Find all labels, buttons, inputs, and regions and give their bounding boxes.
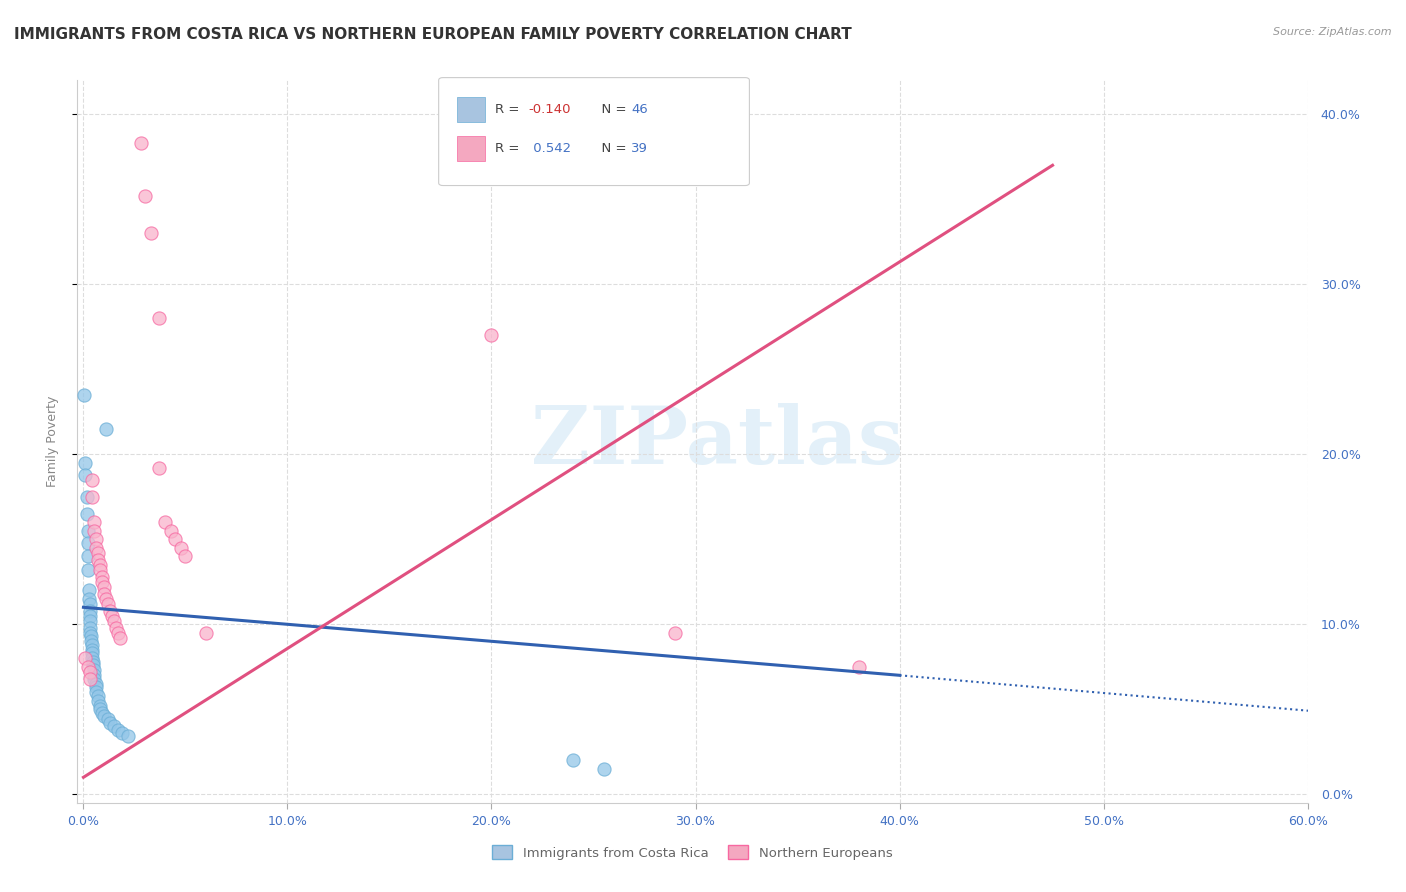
Point xyxy=(83,516,105,530)
Point xyxy=(165,533,187,547)
Point xyxy=(80,490,103,504)
Point xyxy=(90,570,112,584)
Point xyxy=(83,672,105,686)
Point xyxy=(90,574,112,589)
Point xyxy=(90,706,112,720)
Point xyxy=(93,709,115,723)
Point xyxy=(75,651,97,665)
Point xyxy=(84,541,107,555)
Point xyxy=(97,713,120,727)
Point xyxy=(80,638,103,652)
Point xyxy=(79,665,101,679)
Point xyxy=(117,730,139,744)
Point xyxy=(93,587,115,601)
Point xyxy=(79,672,101,686)
Point xyxy=(76,524,98,538)
Point xyxy=(848,660,870,674)
Point xyxy=(562,753,585,767)
Text: -0.140: -0.140 xyxy=(529,103,571,116)
Point xyxy=(108,631,131,645)
Point xyxy=(97,597,120,611)
Point xyxy=(111,726,134,740)
Point xyxy=(83,668,105,682)
Text: IMMIGRANTS FROM COSTA RICA VS NORTHERN EUROPEAN FAMILY POVERTY CORRELATION CHART: IMMIGRANTS FROM COSTA RICA VS NORTHERN E… xyxy=(14,27,852,42)
Point xyxy=(89,558,111,572)
Point xyxy=(76,490,98,504)
Point xyxy=(160,524,183,538)
Text: ZIPatlas: ZIPatlas xyxy=(531,402,903,481)
Point xyxy=(103,614,125,628)
Y-axis label: Family Poverty: Family Poverty xyxy=(46,396,59,487)
Point xyxy=(76,563,98,577)
Point xyxy=(107,625,129,640)
Point xyxy=(89,702,111,716)
Point xyxy=(83,524,105,538)
Point xyxy=(89,698,111,713)
Legend: Immigrants from Costa Rica, Northern Europeans: Immigrants from Costa Rica, Northern Eur… xyxy=(488,840,897,865)
Point xyxy=(134,189,156,203)
Point xyxy=(80,473,103,487)
Point xyxy=(194,625,217,640)
Point xyxy=(76,660,98,674)
Point xyxy=(77,591,100,606)
Point xyxy=(84,677,107,691)
Point xyxy=(87,694,110,708)
Point xyxy=(80,642,103,657)
Point xyxy=(103,719,125,733)
Point xyxy=(98,604,121,618)
Point xyxy=(148,311,170,326)
Point xyxy=(76,549,98,564)
Text: 39: 39 xyxy=(631,143,648,155)
Point xyxy=(84,680,107,694)
Point xyxy=(80,651,103,665)
Point xyxy=(129,136,152,151)
Point xyxy=(94,422,117,436)
Point xyxy=(105,621,128,635)
Point xyxy=(174,549,197,564)
Point xyxy=(107,723,129,737)
Point xyxy=(84,533,107,547)
Point xyxy=(79,604,101,618)
Point xyxy=(148,461,170,475)
Point xyxy=(76,507,98,521)
Point xyxy=(94,591,117,606)
Point xyxy=(76,535,98,549)
Point xyxy=(79,621,101,635)
Point xyxy=(87,552,110,566)
Text: N =: N = xyxy=(593,143,631,155)
Point xyxy=(98,715,121,730)
Point xyxy=(87,546,110,560)
Point xyxy=(87,689,110,703)
Point xyxy=(79,634,101,648)
Text: Source: ZipAtlas.com: Source: ZipAtlas.com xyxy=(1274,27,1392,37)
Point xyxy=(101,608,124,623)
Point xyxy=(83,663,105,677)
Text: N =: N = xyxy=(593,103,631,116)
Point xyxy=(79,625,101,640)
Point xyxy=(84,685,107,699)
Text: R =: R = xyxy=(495,103,523,116)
Point xyxy=(80,646,103,660)
Point xyxy=(82,658,104,673)
Point xyxy=(77,583,100,598)
Point xyxy=(481,328,503,343)
Point xyxy=(79,629,101,643)
Point xyxy=(592,762,614,776)
Point xyxy=(139,227,162,241)
Point xyxy=(170,541,193,555)
Point xyxy=(75,467,97,482)
Text: R =: R = xyxy=(495,143,523,155)
Point xyxy=(79,597,101,611)
Point xyxy=(75,456,97,470)
Point xyxy=(93,580,115,594)
Point xyxy=(79,614,101,628)
Point xyxy=(79,608,101,623)
Text: 46: 46 xyxy=(631,103,648,116)
Point xyxy=(153,516,176,530)
Point xyxy=(82,655,104,669)
Point xyxy=(664,625,686,640)
Point xyxy=(73,388,96,402)
Point xyxy=(89,563,111,577)
Text: 0.542: 0.542 xyxy=(529,143,571,155)
